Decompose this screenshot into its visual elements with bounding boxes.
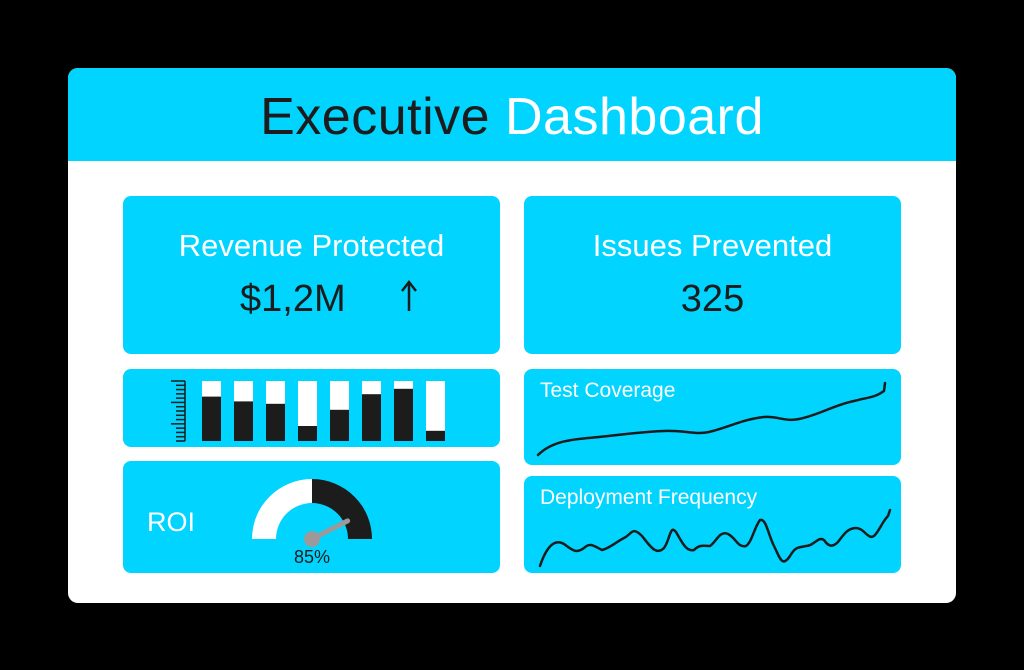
revenue-protected-title: Revenue Protected (178, 228, 445, 263)
deployment-frequency-line (538, 508, 892, 568)
bar-1 (202, 396, 221, 441)
bar-chart (171, 380, 445, 442)
gauge-hub (304, 531, 320, 547)
test-coverage-line (536, 381, 887, 457)
test-coverage-card: Test Coverage (524, 369, 901, 465)
bar-5 (330, 409, 349, 441)
gauge-track-low (252, 479, 312, 539)
page-title-part2: Dashboard (505, 87, 764, 146)
bar-8 (426, 430, 445, 441)
roi-card: ROI 85% (123, 461, 500, 573)
bar-chart-axis (171, 380, 186, 442)
bar-track (426, 381, 445, 441)
bar-4 (298, 426, 317, 441)
deployment-frequency-card: Deployment Frequency (524, 476, 901, 573)
revenue-protected-card: Revenue Protected $1,2M (123, 196, 500, 354)
issues-prevented-title: Issues Prevented (592, 228, 833, 263)
deployment-frequency-title: Deployment Frequency (540, 486, 758, 509)
dashboard-frame: Executive Dashboard Revenue Protected $1… (68, 68, 956, 603)
arrow-up-icon (401, 279, 417, 311)
issues-prevented-card: Issues Prevented 325 (524, 196, 901, 354)
page-title-part1: Executive (260, 87, 491, 146)
bar-3 (266, 403, 285, 441)
bar-7 (394, 388, 413, 441)
dashboard-header: Executive Dashboard (68, 68, 956, 161)
bar-chart-card (123, 369, 500, 447)
roi-gauge (252, 479, 372, 547)
page-title: Executive Dashboard (260, 91, 764, 143)
bar-6 (362, 394, 381, 441)
test-coverage-title: Test Coverage (540, 379, 676, 402)
roi-value: 85% (293, 547, 331, 567)
bar-2 (234, 401, 253, 441)
revenue-protected-value: $1,2M (240, 278, 346, 320)
gauge-track-high (312, 479, 372, 539)
issues-prevented-value: 325 (680, 278, 745, 320)
roi-label: ROI (147, 507, 196, 537)
